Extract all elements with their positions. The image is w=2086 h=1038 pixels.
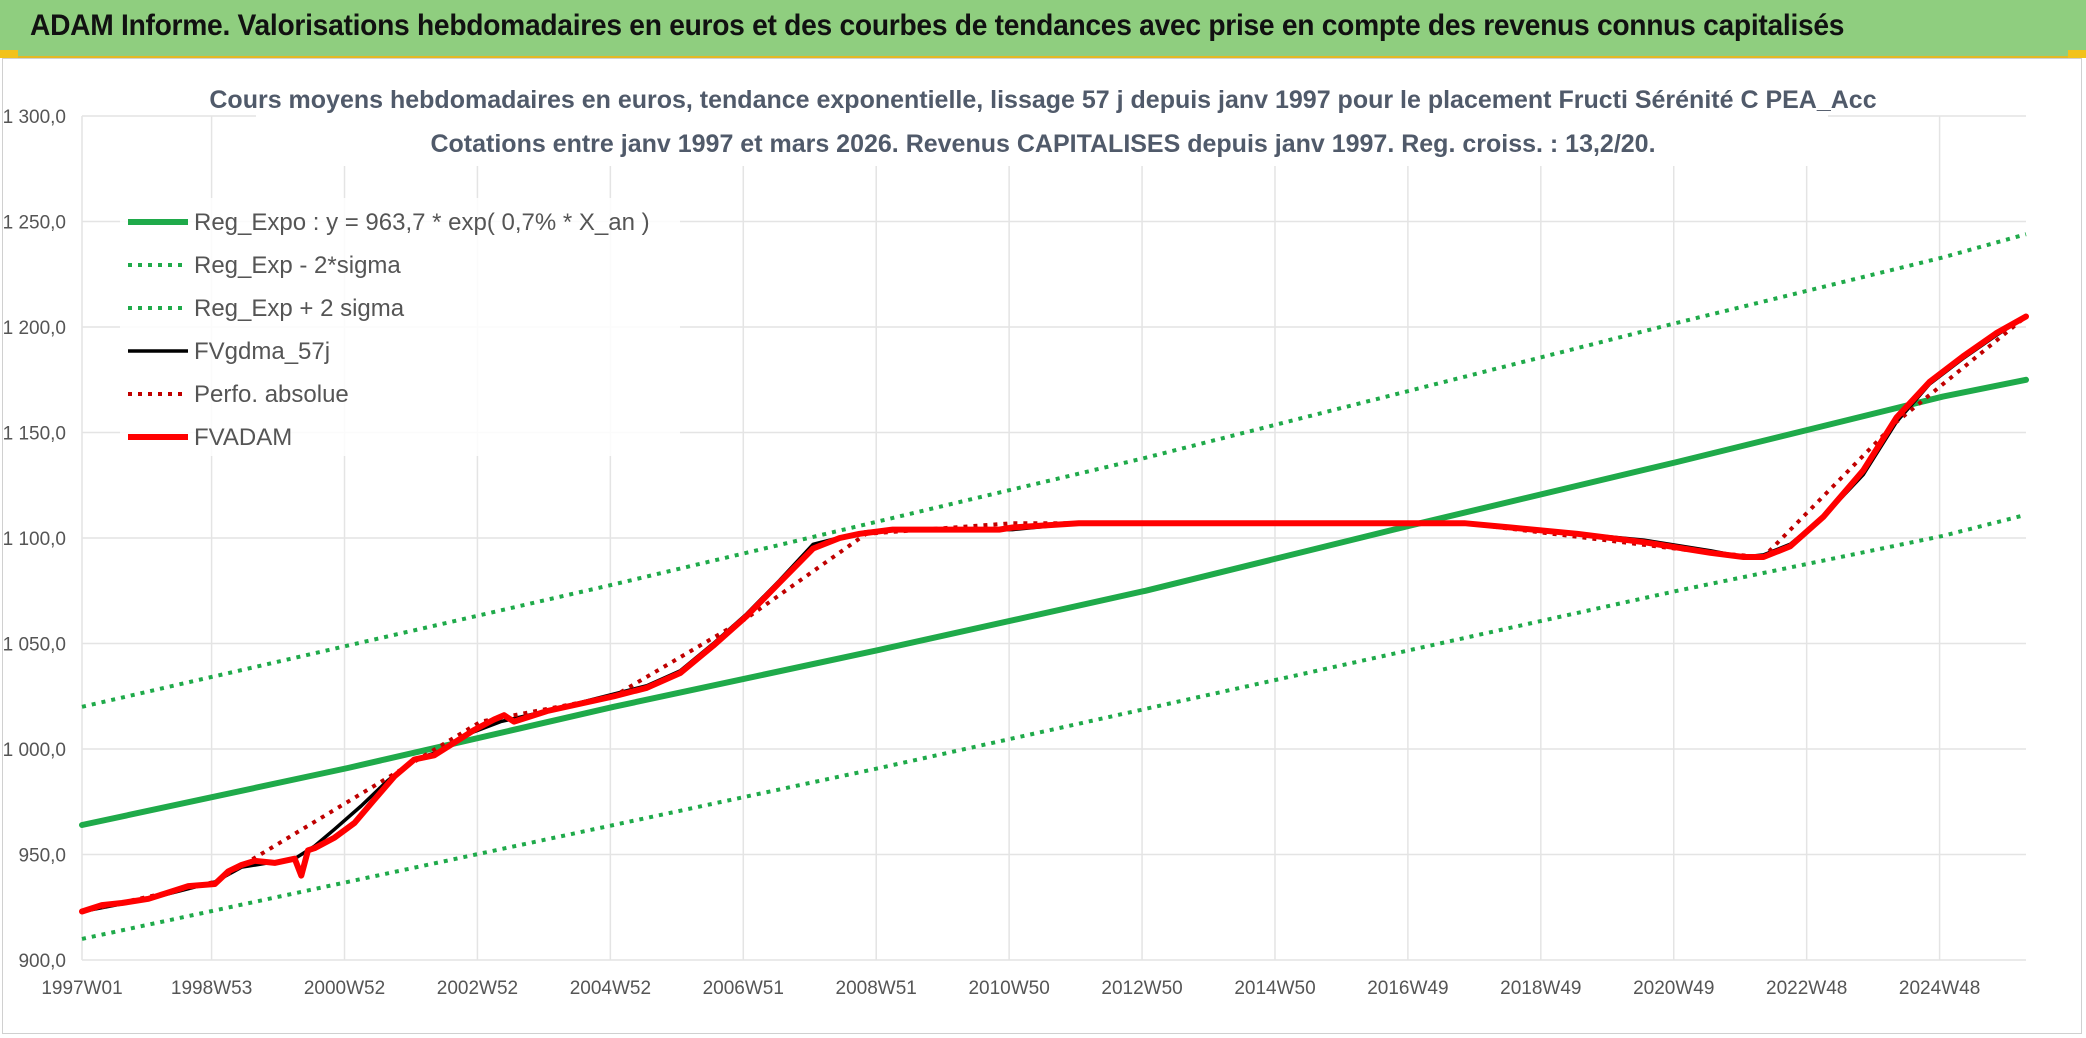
series-line-2 [81, 232, 2027, 709]
chart-title: Cours moyens hebdomadaires en euros, ten… [209, 80, 1877, 166]
legend-label: Perfo. absolue [194, 381, 349, 408]
x-tick-label: 2000W52 [304, 978, 385, 999]
y-tick-label: 1 000,0 [3, 740, 66, 761]
legend-label: Reg_Exp - 2*sigma [194, 252, 401, 279]
chart-title-line: Cours moyens hebdomadaires en euros, ten… [209, 86, 1876, 114]
y-tick-label: 1 300,0 [3, 107, 66, 128]
y-tick-label: 1 250,0 [3, 213, 66, 234]
series-line-1 [81, 512, 2027, 941]
series-lines [79, 232, 2029, 941]
legend-label: Reg_Exp + 2 sigma [194, 295, 405, 322]
legend-label: FVADAM [194, 424, 292, 451]
banner-title: ADAM Informe. Valorisations hebdomadaire… [30, 9, 1845, 42]
corner-accent-right [2068, 50, 2086, 58]
chart-title-line: Cotations entre janv 1997 et mars 2026. … [430, 130, 1655, 158]
legend-label: FVgdma_57j [194, 338, 330, 365]
x-tick-label: 2010W50 [968, 978, 1049, 999]
x-tick-label: 2022W48 [1766, 978, 1847, 999]
x-tick-label: 2012W50 [1101, 978, 1182, 999]
y-tick-label: 950,0 [18, 846, 66, 867]
series-line-5 [79, 313, 2029, 915]
x-tick-label: 1998W53 [171, 978, 252, 999]
y-tick-label: 1 100,0 [3, 529, 66, 550]
corner-accent-left [0, 50, 18, 58]
x-tick-label: 2004W52 [570, 978, 651, 999]
y-tick-label: 1 200,0 [3, 318, 66, 339]
y-tick-label: 1 050,0 [3, 635, 66, 656]
series-line-0 [79, 376, 2029, 828]
chart-title-background [256, 80, 1828, 166]
x-tick-label: 2014W50 [1234, 978, 1315, 999]
x-tick-label: 2016W49 [1367, 978, 1448, 999]
x-tick-label: 2024W48 [1899, 978, 1980, 999]
x-tick-label: 2018W49 [1500, 978, 1581, 999]
chart-frame [2, 58, 2082, 1034]
legend-background [120, 198, 680, 456]
y-axis-ticks: 900,0 950,0 1 000,0 1 050,0 1 100,0 1 150,0 1 … [3, 107, 66, 972]
x-tick-label: 2002W52 [437, 978, 518, 999]
x-tick-label: 1997W01 [41, 978, 122, 999]
x-tick-label: 2006W51 [703, 978, 784, 999]
page-banner: ADAM Informe. Valorisations hebdomadaire… [0, 0, 2086, 58]
y-tick-label: 1 150,0 [3, 424, 66, 445]
x-tick-label: 2008W51 [836, 978, 917, 999]
x-tick-label: 2020W49 [1633, 978, 1714, 999]
legend: Reg_Expo : y = 963,7 * exp( 0,7% * X_an … [120, 198, 680, 456]
legend-label: Reg_Expo : y = 963,7 * exp( 0,7% * X_an … [194, 209, 650, 236]
y-tick-label: 900,0 [18, 951, 66, 972]
x-axis-ticks: 1997W01 1998W53 2000W52 2002W52 2004W52 2006W… [41, 978, 1980, 999]
